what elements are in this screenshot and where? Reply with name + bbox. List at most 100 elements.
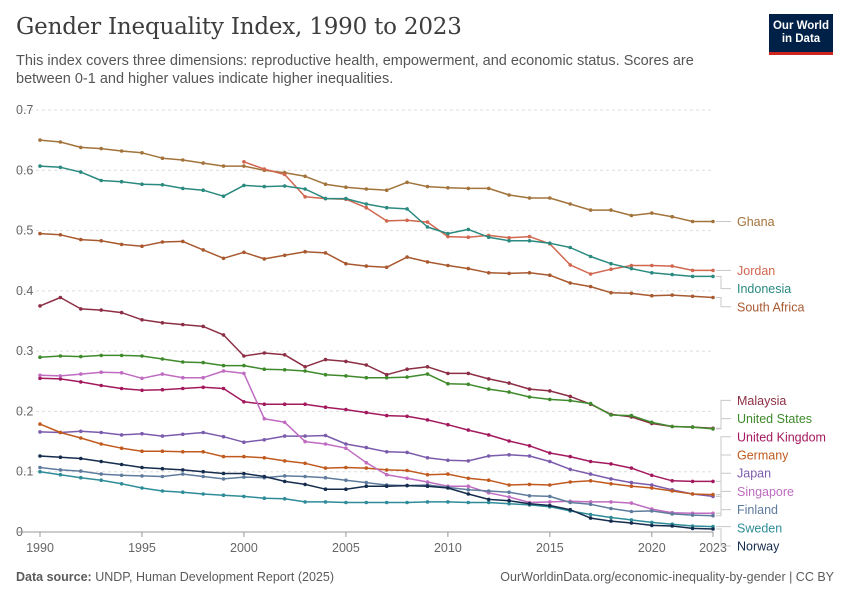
data-point [201, 360, 205, 365]
data-point [629, 413, 634, 418]
data-point [38, 164, 42, 168]
data-point [140, 151, 144, 155]
data-point [588, 479, 593, 483]
owid-logo[interactable]: Our World in Data [769, 14, 833, 55]
data-point [181, 468, 185, 472]
label-connector [716, 454, 731, 496]
data-point [527, 482, 532, 487]
source-url-link[interactable]: OurWorldinData.org/economic-inequality-b… [500, 570, 834, 584]
data-point [221, 386, 226, 391]
data-point [507, 439, 511, 443]
data-point [364, 205, 369, 210]
data-point [262, 474, 267, 479]
data-source: Data source: UNDP, Human Development Rep… [16, 570, 334, 584]
data-point [364, 363, 369, 367]
data-point [425, 418, 430, 422]
data-point [507, 498, 511, 503]
series-line-south-africa [39, 232, 714, 299]
data-point [629, 480, 634, 485]
data-point [507, 239, 511, 243]
data-point [79, 170, 83, 174]
data-point [160, 321, 165, 325]
x-tick-label: 2000 [230, 541, 258, 555]
data-point [282, 172, 287, 177]
data-point [242, 440, 246, 445]
data-point [221, 471, 226, 476]
label-connector [716, 509, 731, 517]
data-point [242, 400, 246, 404]
data-point [405, 367, 409, 372]
data-point [140, 318, 144, 322]
data-point [303, 474, 307, 479]
data-point [38, 231, 42, 236]
data-point [242, 160, 246, 164]
data-point [323, 487, 328, 492]
data-point [364, 202, 369, 206]
data-point [486, 186, 491, 191]
chart-subtitle: This index covers three dimensions: repr… [16, 53, 694, 87]
data-point [690, 425, 695, 429]
data-point [282, 434, 287, 438]
data-point [507, 453, 511, 457]
data-point [181, 375, 185, 380]
data-point [119, 179, 124, 184]
data-point [670, 489, 674, 493]
data-point [119, 242, 124, 247]
data-point [38, 465, 42, 470]
series-label-germany: Germany [737, 449, 789, 463]
data-point [221, 164, 226, 168]
data-point [99, 383, 103, 388]
label-connector [716, 297, 731, 308]
data-point [466, 186, 471, 191]
label-connector [716, 472, 731, 497]
data-point [282, 368, 287, 372]
data-point [221, 454, 226, 459]
data-point [446, 472, 450, 476]
data-point [79, 307, 83, 311]
data-point [568, 398, 572, 403]
data-point [364, 480, 369, 485]
data-point [38, 376, 42, 381]
data-point [425, 372, 430, 376]
data-point [486, 489, 491, 493]
data-point [446, 186, 450, 190]
data-point [58, 165, 63, 170]
data-point [446, 231, 450, 236]
data-point [527, 239, 532, 243]
data-point [79, 237, 83, 242]
data-point [568, 507, 572, 512]
data-point [527, 454, 532, 458]
data-point [323, 475, 328, 480]
data-point [140, 376, 144, 381]
data-point [446, 234, 450, 239]
data-point [670, 424, 674, 429]
data-point [527, 501, 532, 506]
data-point [140, 388, 144, 393]
label-connector [716, 528, 731, 547]
data-point [446, 263, 450, 268]
data-point [486, 433, 491, 437]
data-point [507, 501, 511, 506]
data-point [160, 183, 165, 187]
data-point [323, 372, 328, 377]
data-point [38, 454, 42, 458]
data-point [466, 484, 471, 489]
data-point [79, 429, 83, 434]
data-point [181, 360, 185, 364]
y-tick-label: 0.5 [16, 224, 33, 238]
data-point [38, 469, 42, 474]
data-point [181, 472, 185, 476]
data-point [181, 239, 185, 244]
data-point [690, 219, 695, 224]
data-point [588, 512, 593, 517]
data-point [405, 218, 409, 223]
data-point [425, 472, 430, 477]
data-point [221, 363, 226, 368]
data-point [38, 138, 42, 142]
data-point [384, 205, 389, 210]
data-point [568, 245, 572, 250]
data-point [323, 433, 328, 438]
data-point [711, 513, 715, 518]
data-point [242, 454, 246, 459]
data-point [629, 484, 634, 489]
